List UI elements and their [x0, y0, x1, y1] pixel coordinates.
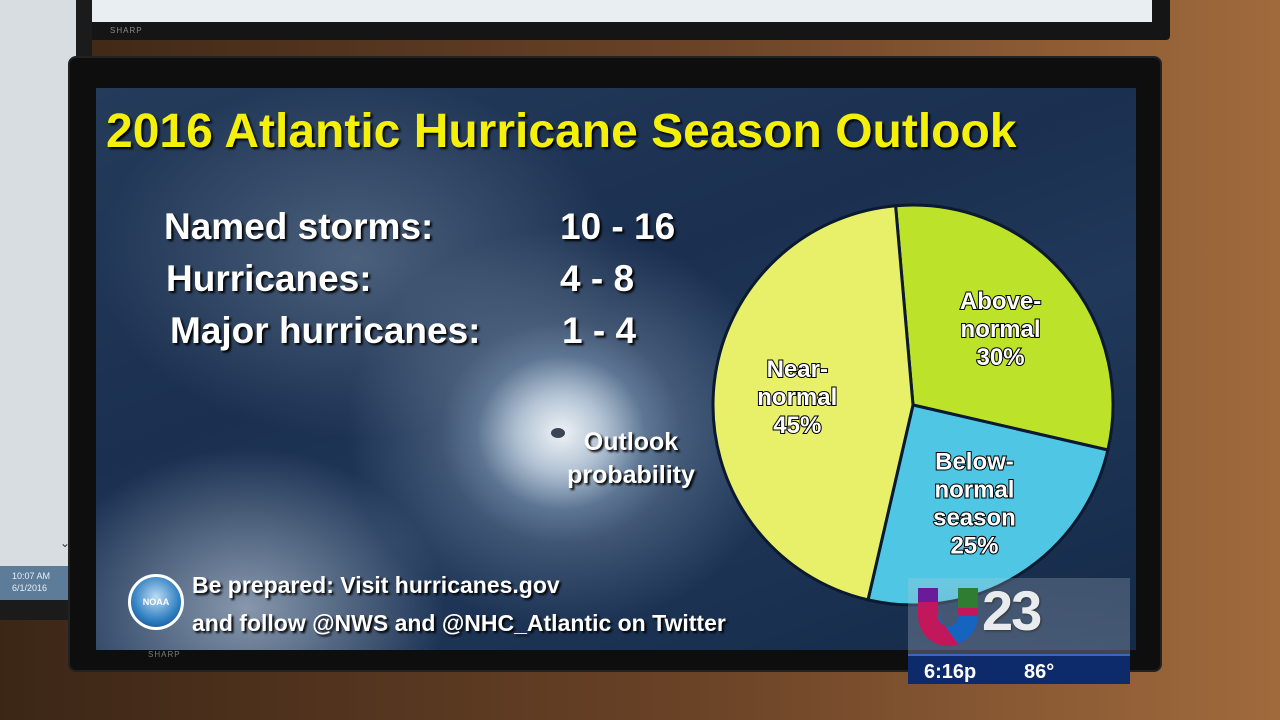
channel-number: 23	[982, 579, 1042, 642]
pie-label-near-normal: Near-normal 45%	[757, 356, 837, 439]
stat-label-major-hurricanes: Major hurricanes:	[170, 310, 481, 351]
top-monitor-brand: SHARP	[110, 26, 143, 35]
ticker-time: 6:16p	[924, 661, 977, 683]
top-monitor: SHARP	[70, 0, 1170, 40]
ticker-bar: 6:16p 86°	[908, 654, 1130, 684]
hurricane-eye	[551, 428, 565, 438]
chevron-down-icon: ⌄	[60, 536, 71, 550]
footer-line-2: and follow @NWS and @NHC_Atlantic on Twi…	[192, 610, 726, 636]
outlook-pie-chart: Above-normal 30% Below-normal season 25% Near…	[711, 203, 1115, 607]
univision-logo-icon	[918, 588, 978, 646]
stat-value-hurricanes: 4 - 8	[560, 258, 635, 299]
pie-slice-above-normal	[893, 203, 1115, 452]
pie-label-above-normal: Above-normal 30%	[960, 288, 1041, 371]
tv-brand: SHARP	[148, 650, 181, 659]
slide-screen: 2016 Atlantic Hurricane Season Outlook N…	[96, 88, 1136, 650]
outlook-probability-label: Outlook probability	[546, 426, 716, 492]
slide-title: 2016 Atlantic Hurricane Season Outlook	[106, 105, 1017, 158]
footer-line-1: Be prepared: Visit hurricanes.gov	[192, 572, 560, 598]
outlook-line-1: Outlook	[583, 428, 679, 456]
left-monitor-screen	[0, 0, 76, 600]
clock-time: 10:07 AM	[12, 571, 51, 581]
stat-value-named-storms: 10 - 16	[560, 206, 676, 247]
stat-value-major-hurricanes: 1 - 4	[562, 310, 637, 351]
ticker-temperature: 86°	[1024, 661, 1055, 683]
stat-label-hurricanes: Hurricanes:	[166, 258, 372, 299]
pie-slice-near-normal	[711, 204, 915, 602]
station-bug: 23 6:16p 86°	[908, 578, 1130, 686]
clock-date: 6/1/2016	[12, 583, 48, 593]
pie-label-below-normal-season: Below-normal season 25%	[933, 448, 1016, 559]
left-monitor-taskbar-clock: 10:07 AM 6/1/2016	[0, 566, 76, 600]
pie-slice-below-normal-season	[866, 403, 1110, 607]
stat-label-named-storms: Named storms:	[164, 206, 434, 247]
noaa-logo: NOAA	[128, 574, 184, 630]
top-monitor-screen	[88, 0, 1152, 22]
outlook-line-2: probability	[567, 461, 695, 489]
